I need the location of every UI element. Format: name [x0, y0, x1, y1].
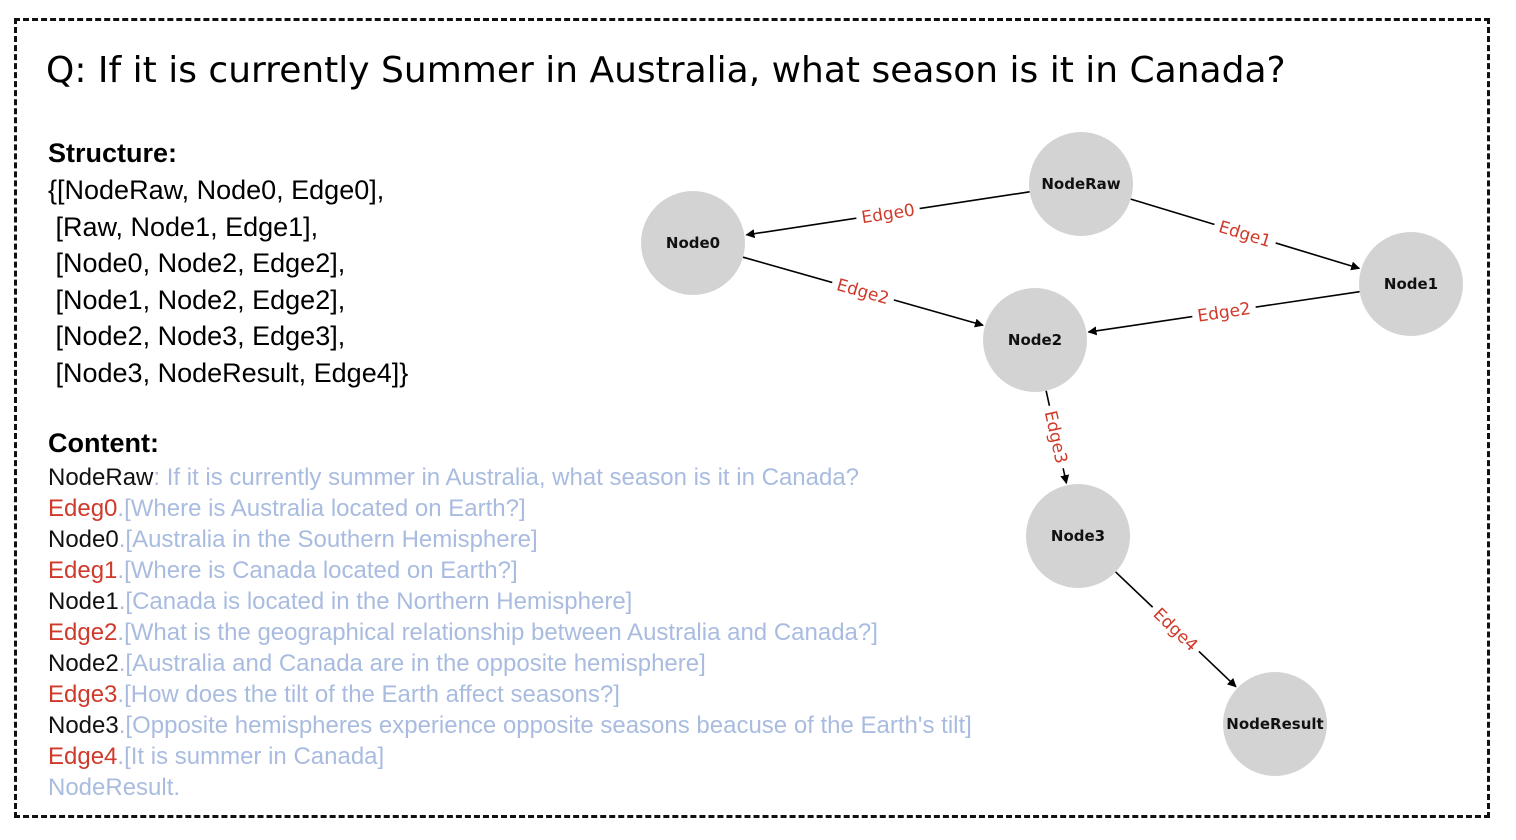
- edge-label-background: [829, 270, 898, 310]
- content-line: NodeResult.: [48, 772, 972, 803]
- structure-line: [Node3, NodeResult, Edge4]}: [48, 357, 409, 388]
- content-line-text: [Australia and Canada are in the opposit…: [125, 650, 706, 677]
- content-line-text: [What is the geographical relationship b…: [124, 619, 878, 646]
- content-line: Edeg0.[Where is Australia located on Ear…: [48, 493, 972, 524]
- structure-line: [Raw, Node1, Edge1],: [48, 211, 319, 242]
- content-line: Edge4.[It is summer in Canada]: [48, 741, 972, 772]
- node-circle: [1359, 232, 1463, 336]
- node-label: Node2: [1008, 331, 1062, 349]
- edge-label-background: [1039, 403, 1075, 471]
- content-line-text: [Canada is located in the Northern Hemis…: [125, 588, 633, 615]
- content-line-separator: .: [118, 712, 126, 739]
- content-line: NodeRaw: If it is currently summer in Au…: [48, 462, 972, 493]
- content-line-text: [It is summer in Canada]: [124, 743, 385, 770]
- content-line-separator: .: [118, 526, 126, 553]
- content-line-separator: .: [117, 681, 125, 708]
- question-title: Q: If it is currently Summer in Australi…: [46, 50, 1286, 91]
- graph-node-noderaw: NodeRaw: [1029, 132, 1133, 236]
- edge-label-background: [854, 196, 922, 229]
- content-line-label: NodeResult: [48, 774, 174, 801]
- graph-edge-node2-node3: Edge3: [1039, 390, 1075, 485]
- content-line: Edeg1.[Where is Canada located on Earth?…: [48, 555, 972, 586]
- content-line: Node2.[Australia and Canada are in the o…: [48, 648, 972, 679]
- graph-node-node0: Node0: [641, 191, 745, 295]
- content-line-text: If it is currently summer in Australia, …: [166, 464, 860, 491]
- content-line-separator: .: [117, 743, 125, 770]
- node-label: Node3: [1051, 527, 1105, 545]
- content-line: Node3.[Opposite hemispheres experience o…: [48, 710, 972, 741]
- content-line-label: Edge2: [48, 619, 118, 646]
- content-line-label: Node2: [48, 650, 119, 677]
- node-circle: [1223, 672, 1327, 776]
- content-line-separator: .: [117, 495, 125, 522]
- edge-label-background: [1211, 212, 1280, 253]
- content-line-label: Edge3: [48, 681, 118, 708]
- graph-node-node3: Node3: [1026, 484, 1130, 588]
- content-line-separator: .: [117, 619, 125, 646]
- content-line-label: Edeg1: [48, 557, 118, 584]
- content-line-label: Edge4: [48, 743, 118, 770]
- content-line-label: Node0: [48, 526, 119, 553]
- graph-edge-node3-noderesult: Edge4: [1115, 571, 1237, 688]
- content-line-text: [Opposite hemispheres experience opposit…: [125, 712, 972, 739]
- content-line-label: Node1: [48, 588, 119, 615]
- content-line-text: [Australia in the Southern Hemisphere]: [125, 526, 538, 553]
- content-line: Node1.[Canada is located in the Northern…: [48, 586, 972, 617]
- graph-node-node2: Node2: [983, 288, 1087, 392]
- node-circle: [641, 191, 745, 295]
- content-heading: Content:: [48, 428, 159, 458]
- content-line-separator: .: [118, 588, 126, 615]
- content-line: Edge2.[What is the geographical relation…: [48, 617, 972, 648]
- content-line-separator: .: [173, 774, 181, 801]
- content-line: Edge3.[How does the tilt of the Earth af…: [48, 679, 972, 710]
- structure-list: {[NodeRaw, Node0, Edge0], [Raw, Node1, E…: [48, 172, 408, 391]
- edge-label-background: [1145, 598, 1208, 659]
- graph-edge-noderaw-node1: Edge1: [1130, 198, 1361, 271]
- content-list: NodeRaw: If it is currently summer in Au…: [48, 462, 972, 803]
- structure-line: [Node0, Node2, Edge2],: [48, 248, 346, 278]
- graph-node-noderesult: NodeResult: [1223, 672, 1327, 776]
- node-circle: [1026, 484, 1130, 588]
- content-line-separator: .: [117, 557, 125, 584]
- content-line-text: [Where is Canada located on Earth?]: [124, 557, 518, 584]
- graph-edge-noderaw-node0: Edge0: [745, 191, 1030, 239]
- graph-edge-node1-node2: Edge2: [1087, 290, 1360, 336]
- node-label: NodeResult: [1226, 715, 1323, 733]
- structure-line: [Node2, Node3, Edge3],: [48, 321, 346, 351]
- edge-label-background: [1190, 295, 1258, 327]
- content-line-label: Node3: [48, 712, 119, 739]
- node-circle: [983, 288, 1087, 392]
- content-line-separator: .: [118, 650, 126, 677]
- node-label: Node0: [666, 234, 720, 252]
- content-line-text: [Where is Australia located on Earth?]: [124, 495, 526, 522]
- content-line: Node0.[Australia in the Southern Hemisph…: [48, 524, 972, 555]
- node-circle: [1029, 132, 1133, 236]
- content-line-label: Edeg0: [48, 495, 118, 522]
- structure-line: {[NodeRaw, Node0, Edge0],: [48, 175, 385, 205]
- edge-label: Edge3: [1040, 409, 1071, 466]
- node-label: Node1: [1384, 275, 1438, 293]
- content-line-label: NodeRaw: [48, 464, 154, 491]
- content-line-text: [How does the tilt of the Earth affect s…: [124, 681, 620, 708]
- structure-line: [Node1, Node2, Edge2],: [48, 284, 346, 315]
- structure-heading: Structure:: [48, 138, 178, 168]
- graph-edge-node0-node2: Edge2: [742, 256, 984, 328]
- node-label: NodeRaw: [1041, 175, 1120, 193]
- dashed-frame: [14, 18, 1490, 818]
- content-line-separator: :: [153, 464, 167, 491]
- graph-node-node1: Node1: [1359, 232, 1463, 336]
